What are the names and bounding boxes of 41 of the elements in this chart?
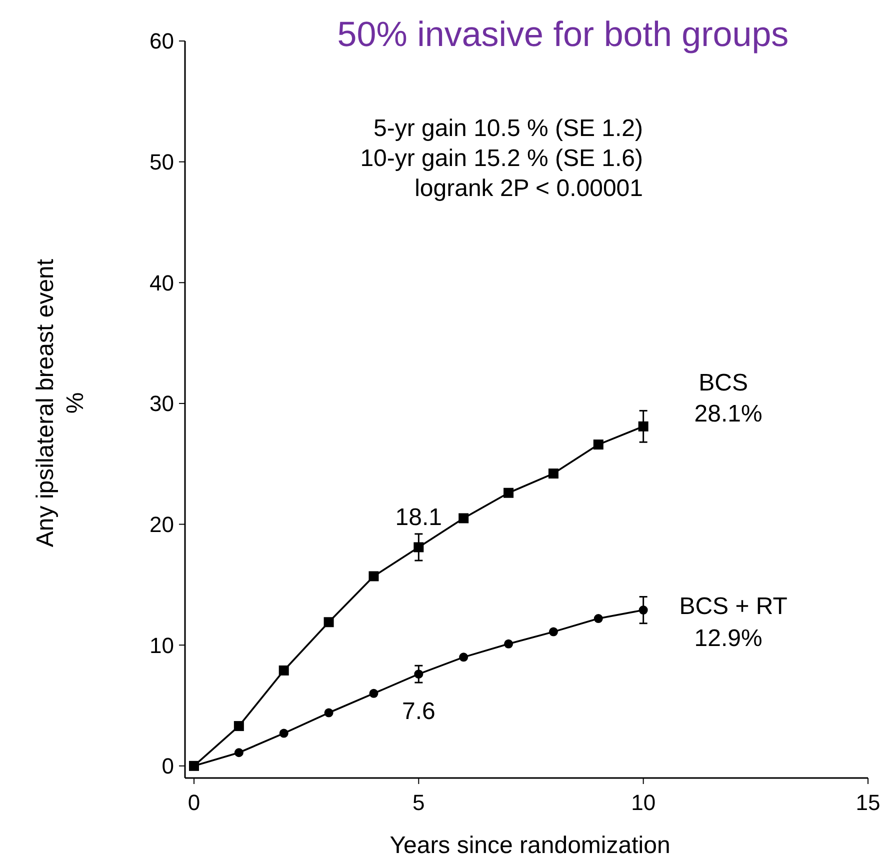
point — [548, 627, 558, 636]
annotation: 12.9% — [694, 625, 762, 652]
y-tick-label: 50 — [150, 150, 174, 175]
point — [504, 639, 514, 648]
point — [458, 513, 469, 524]
point — [638, 606, 648, 615]
point — [369, 688, 378, 698]
y-tick-label: 60 — [150, 28, 174, 54]
point — [324, 617, 334, 628]
point — [459, 652, 468, 662]
x-tick-label: 15 — [856, 790, 880, 815]
y-tick-label: 0 — [162, 754, 174, 779]
y-tick-label: 10 — [150, 632, 174, 658]
point — [504, 488, 514, 498]
point — [414, 542, 424, 552]
point — [368, 571, 379, 582]
y-tick-label: 30 — [150, 391, 174, 416]
text: BCS — [698, 369, 748, 396]
data-label: 18.1 — [395, 504, 442, 532]
x-tick-label: 0 — [188, 790, 200, 815]
y-axis-title: Any ipsilateral breast event % — [32, 258, 89, 548]
x-axis-title: Years since randomization — [390, 832, 670, 859]
point — [324, 708, 334, 718]
point — [234, 748, 244, 758]
data-label: 7.6 — [402, 698, 436, 726]
point — [593, 440, 604, 450]
point — [279, 728, 288, 738]
point — [548, 468, 558, 479]
y-tick-label: 20 — [150, 512, 174, 537]
point — [414, 670, 424, 679]
x-tick-label: 5 — [412, 790, 425, 815]
point — [594, 614, 603, 624]
point — [234, 721, 244, 732]
chart-title: 50% invasive for both groups — [337, 15, 789, 54]
y-tick-label: 40 — [150, 270, 174, 296]
series-label: BCS + RT — [679, 593, 788, 620]
annotation: 5-yr gain 10.5 % (SE 1.2) 10-yr gain 15.2 % (SE 1.6) logrank 2P < 0.00001 — [360, 115, 643, 202]
point — [278, 665, 289, 676]
x-tick-label: 10 — [631, 790, 656, 815]
annotation: 28.1% — [694, 400, 762, 428]
point — [638, 421, 648, 432]
